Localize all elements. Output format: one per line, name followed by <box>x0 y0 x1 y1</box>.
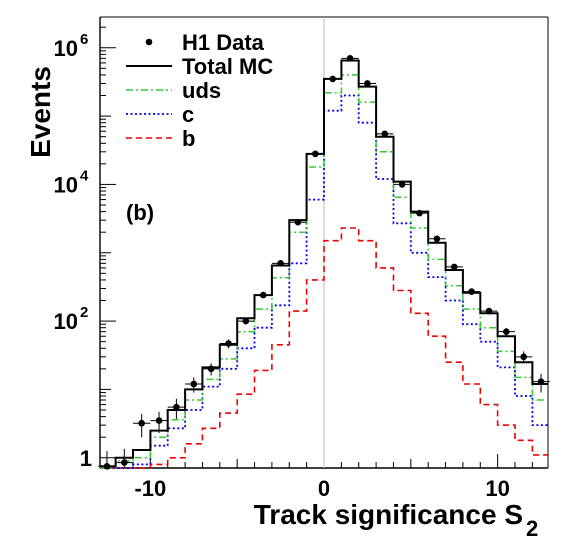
x-axis-title: Track significance S <box>254 499 523 530</box>
data-point <box>515 351 533 364</box>
legend-label: c <box>182 102 194 127</box>
y-tick-label: 10 <box>54 172 78 197</box>
data-point <box>376 130 394 138</box>
data-point <box>237 317 255 325</box>
data-point <box>428 235 446 243</box>
legend-item-h1-data: H1 Data <box>145 30 265 55</box>
data-point <box>150 411 168 434</box>
legend-item-uds: uds <box>126 78 221 103</box>
data-point <box>98 451 116 470</box>
data-point <box>462 288 481 295</box>
legend-marker <box>145 38 153 46</box>
data-point <box>219 339 238 349</box>
x-tick-label: 0 <box>318 476 330 501</box>
data-point <box>289 218 307 226</box>
legend-item-c: c <box>126 102 194 127</box>
data-point <box>445 263 463 271</box>
legend-label: uds <box>182 78 221 103</box>
data-point <box>497 328 516 336</box>
data-point <box>358 80 377 87</box>
data-points-layer <box>98 55 550 470</box>
y-axis-title: Events <box>25 66 56 158</box>
legend-item-total-mc: Total MC <box>126 54 273 79</box>
data-point <box>306 150 324 158</box>
y-tick-label: 10 <box>54 309 78 334</box>
axis-ticks <box>100 26 533 468</box>
data-point <box>410 209 429 217</box>
data-point <box>271 260 290 267</box>
data-point <box>254 291 272 299</box>
data-point <box>480 307 498 315</box>
y-tick-label: 1 <box>80 446 92 471</box>
data-point <box>341 55 359 62</box>
x-axis-title-subscript: 2 <box>526 516 538 541</box>
legend-label: Total MC <box>182 54 273 79</box>
y-tick-label-exponent: 2 <box>80 304 88 321</box>
data-point <box>132 413 151 438</box>
data-point <box>202 363 220 376</box>
data-point <box>167 398 186 419</box>
legend-label: b <box>182 126 195 151</box>
x-tick-label: -10 <box>134 476 166 501</box>
y-tick-label-exponent: 4 <box>80 167 89 184</box>
data-point <box>532 373 550 393</box>
data-point <box>324 75 342 83</box>
series-b <box>100 227 548 469</box>
x-tick-label: 10 <box>485 476 509 501</box>
panel-label: (b) <box>126 200 154 225</box>
legend-label: H1 Data <box>182 30 265 55</box>
data-point <box>185 377 203 393</box>
y-tick-label: 10 <box>54 36 78 61</box>
series-uds <box>100 74 548 469</box>
data-point <box>393 181 411 188</box>
y-tick-label-exponent: 6 <box>80 31 88 48</box>
data-point <box>115 448 133 468</box>
legend-item-b: b <box>126 126 195 151</box>
